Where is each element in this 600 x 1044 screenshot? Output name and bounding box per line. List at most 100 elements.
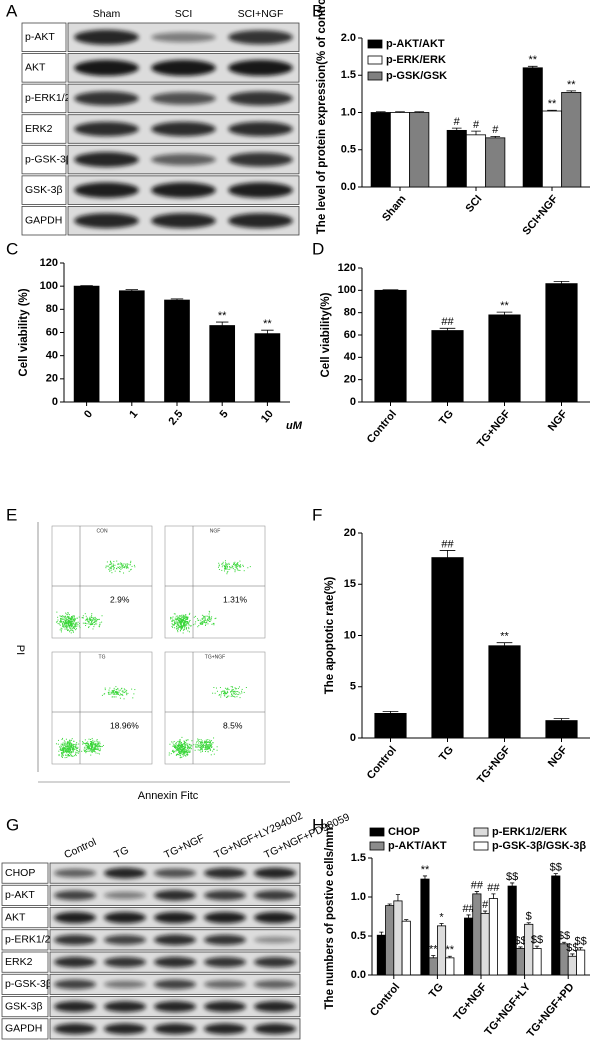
flow-dot <box>68 624 70 626</box>
flow-dot <box>93 742 95 744</box>
flow-dot <box>97 746 99 748</box>
blot-band <box>104 980 146 989</box>
flow-dot <box>116 690 118 692</box>
flow-dot <box>71 746 73 748</box>
flow-dot <box>172 750 174 752</box>
blot-column-label: SCI+NGF <box>238 8 284 20</box>
flow-dot <box>65 745 67 747</box>
flow-dot <box>73 615 75 617</box>
flow-dot <box>173 741 175 743</box>
annotation: $$ <box>550 862 562 874</box>
flow-dot <box>201 740 203 742</box>
bar <box>73 285 100 403</box>
flow-dot <box>67 743 69 745</box>
flow-dot <box>177 619 179 621</box>
flow-dot <box>247 567 249 569</box>
blot-label-cell <box>1 973 49 995</box>
flow-dot <box>237 687 239 689</box>
blot-label-cell <box>21 206 67 236</box>
flow-dot <box>72 745 74 747</box>
flow-dot <box>86 742 88 744</box>
flow-dot <box>201 746 203 748</box>
flow-dot <box>93 749 95 751</box>
x-unit: uM <box>286 420 303 432</box>
blot-label-cell <box>1 951 49 973</box>
flow-dot <box>179 619 181 621</box>
flow-dot <box>199 742 201 744</box>
flow-dot <box>175 748 177 750</box>
flow-dot <box>181 744 183 746</box>
flow-dot <box>178 742 180 744</box>
flow-dot <box>180 752 182 754</box>
flow-dot <box>65 620 67 622</box>
flow-dot <box>178 619 180 621</box>
flow-dot <box>201 618 203 620</box>
error-bar <box>125 289 139 291</box>
flow-dot <box>239 693 241 695</box>
flow-percent: 8.5% <box>223 720 243 730</box>
flow-dot <box>66 751 68 753</box>
flow-dot <box>65 625 67 627</box>
flow-dot <box>228 563 230 565</box>
flow-dot <box>90 747 92 749</box>
flow-dot <box>72 615 74 617</box>
flow-dot <box>201 744 203 746</box>
flow-dot <box>82 742 84 744</box>
flow-dot <box>240 566 242 568</box>
flow-dot <box>120 562 122 564</box>
flow-dot <box>204 619 206 621</box>
flow-dot <box>177 619 179 621</box>
flow-dot <box>69 753 71 755</box>
flow-dot <box>63 747 65 749</box>
blot-row-label: p-GSK-3β <box>5 978 52 990</box>
bar <box>436 925 447 976</box>
flow-dot <box>125 693 127 695</box>
flow-dot <box>183 752 185 754</box>
flow-dot <box>79 740 81 742</box>
flow-dot <box>175 742 177 744</box>
flow-dot <box>99 622 101 624</box>
flow-dot <box>219 694 221 696</box>
flow-dot <box>188 628 190 630</box>
flow-dot <box>208 621 210 623</box>
flow-dot <box>188 744 190 746</box>
x-tick-label: Control <box>368 981 402 1019</box>
flow-dot <box>202 623 204 625</box>
flow-dot <box>179 618 181 620</box>
flow-dot <box>68 749 70 751</box>
flow-dot <box>197 626 199 628</box>
flow-dot <box>200 748 202 750</box>
flow-dot <box>120 566 122 568</box>
flow-dot <box>208 617 210 619</box>
flow-dot <box>88 623 90 625</box>
flow-dot <box>199 749 201 751</box>
flow-dot <box>200 741 202 743</box>
flow-dot <box>179 617 181 619</box>
flow-dot <box>85 748 87 750</box>
flow-dot <box>66 619 68 621</box>
flow-dot <box>71 615 73 617</box>
error-bar <box>431 955 436 958</box>
flow-dot <box>91 619 93 621</box>
flow-dot <box>197 618 199 620</box>
flow-dot <box>211 743 213 745</box>
flow-dot <box>236 566 238 568</box>
flow-dot <box>97 752 99 754</box>
flow-dot <box>68 623 70 625</box>
flow-dot <box>61 748 63 750</box>
flow-dot <box>178 620 180 622</box>
flow-dot <box>171 620 173 622</box>
blot-band <box>54 1001 96 1013</box>
flow-dot <box>84 613 86 615</box>
flow-dot <box>67 616 69 618</box>
flow-dot <box>91 622 93 624</box>
flow-dot <box>66 743 68 745</box>
flow-dot <box>57 739 59 741</box>
blot-row-label: p-ERK1/2 <box>25 92 71 104</box>
flow-dot <box>185 743 187 745</box>
panel-letter: A <box>6 1 18 20</box>
flow-dot <box>179 757 181 759</box>
flow-dot <box>234 691 236 693</box>
flow-dot <box>88 746 90 748</box>
flow-dot <box>178 626 180 628</box>
